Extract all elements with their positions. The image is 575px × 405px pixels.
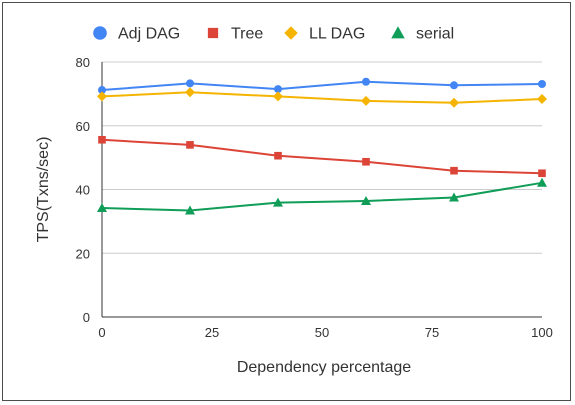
data-point-adj-dag xyxy=(274,85,282,94)
x-tick-label: 75 xyxy=(425,325,439,340)
series-line-tree xyxy=(101,138,543,175)
data-point-ll-dag xyxy=(537,93,547,104)
data-point-adj-dag xyxy=(538,79,546,88)
legend-item-tree: Tree xyxy=(207,26,263,43)
y-tick-label: 60 xyxy=(76,119,90,134)
data-point-serial xyxy=(97,202,107,212)
data-point-serial xyxy=(185,205,195,215)
series-line-ll-dag xyxy=(101,91,543,104)
y-axis-label: TPS(Txns/sec) xyxy=(35,137,52,243)
legend-marker xyxy=(207,27,219,39)
legend-item-adj-dag: Adj DAG xyxy=(93,26,180,43)
data-point-tree xyxy=(450,166,458,175)
data-point-serial xyxy=(361,195,371,205)
axes: 0 20 40 60 80 0 25 50 75 100 xyxy=(76,55,553,340)
series-ll-dag xyxy=(97,87,547,108)
x-tick-label: 50 xyxy=(315,325,329,340)
x-axis-label: Dependency percentage xyxy=(237,359,411,376)
x-tick-label: 100 xyxy=(531,325,553,340)
data-point-ll-dag xyxy=(97,91,107,102)
y-tick-label: 0 xyxy=(83,310,90,325)
y-tick-label: 40 xyxy=(76,183,90,198)
data-point-serial xyxy=(537,177,547,187)
series-tree xyxy=(98,135,546,178)
data-point-tree xyxy=(274,151,282,160)
data-point-adj-dag xyxy=(186,79,194,88)
data-point-ll-dag xyxy=(273,91,283,102)
data-point-serial xyxy=(273,197,283,207)
x-tick-label: 0 xyxy=(98,325,105,340)
legend-item-serial: serial xyxy=(391,26,454,43)
data-point-serial xyxy=(449,192,459,202)
gridlines xyxy=(102,61,542,318)
legend-label: serial xyxy=(416,26,454,43)
data-point-adj-dag xyxy=(362,77,370,86)
legend-item-ll-dag: LL DAG xyxy=(284,26,365,43)
series-group xyxy=(97,77,547,215)
y-tick-label: 80 xyxy=(76,55,90,70)
y-tick-label: 20 xyxy=(76,246,90,261)
series-serial xyxy=(97,177,547,215)
series-line-serial xyxy=(101,181,543,212)
data-point-tree xyxy=(362,157,370,166)
data-point-ll-dag xyxy=(185,87,195,98)
legend-label: Tree xyxy=(231,26,263,43)
data-point-tree xyxy=(186,141,194,149)
data-point-adj-dag xyxy=(98,86,106,95)
legend: Adj DAG Tree LL DAG serial xyxy=(93,26,454,43)
legend-label: Adj DAG xyxy=(118,26,180,43)
legend-marker xyxy=(284,26,298,40)
data-point-ll-dag xyxy=(449,97,459,108)
legend-marker xyxy=(93,26,107,40)
legend-label: LL DAG xyxy=(309,26,365,43)
data-point-ll-dag xyxy=(361,95,371,106)
legend-marker xyxy=(391,26,405,39)
series-adj-dag xyxy=(98,77,546,95)
data-point-tree xyxy=(538,169,546,178)
x-tick-label: 25 xyxy=(205,325,219,340)
data-point-tree xyxy=(98,135,106,144)
series-line-adj-dag xyxy=(101,80,543,92)
data-point-adj-dag xyxy=(450,81,458,90)
